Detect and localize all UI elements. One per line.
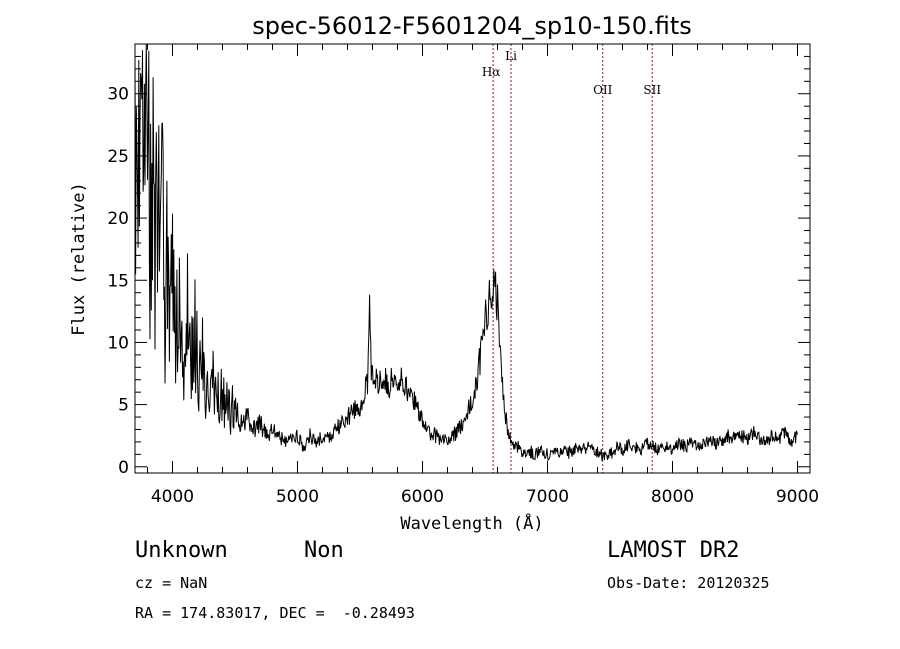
y-tick-label: 25 <box>107 147 129 167</box>
x-tick-label: 9000 <box>776 487 819 507</box>
series-layer <box>134 43 798 462</box>
object-class: Unknown <box>135 538 228 563</box>
coordinates-text: RA = 174.83017, DEC = -0.28493 <box>135 604 415 622</box>
obs-date-text: Obs-Date: 20120325 <box>607 574 770 592</box>
x-tick-label: 7000 <box>526 487 569 507</box>
redshift-text: cz = NaN <box>135 574 208 592</box>
y-tick-label: 10 <box>107 333 129 353</box>
survey-name: LAMOST DR2 <box>607 538 740 563</box>
y-tick-label: 15 <box>107 271 129 291</box>
reference-line-label: OII <box>593 83 613 97</box>
axis-ticks: 4000 5000 6000 7000 8000 9000 0 5 10 15 20 25 30 <box>107 44 819 507</box>
reference-lines: Hα Li OII SII <box>482 44 661 473</box>
chart-title: spec-56012-F5601204_sp10-150.fits <box>252 12 691 40</box>
reference-line-label: Hα <box>482 65 501 79</box>
x-tick-label: 5000 <box>276 487 319 507</box>
object-subclass: Non <box>304 538 344 563</box>
spectrum-line <box>134 43 798 462</box>
x-tick-label: 6000 <box>401 487 444 507</box>
reference-line-label: Li <box>505 49 517 63</box>
y-tick-label: 0 <box>118 458 129 478</box>
y-tick-label: 20 <box>107 209 129 229</box>
y-tick-label: 30 <box>107 85 129 105</box>
x-tick-label: 8000 <box>651 487 694 507</box>
x-tick-label: 4000 <box>151 487 194 507</box>
y-tick-label: 5 <box>118 396 129 416</box>
y-axis-title: Flux (relative) <box>69 182 89 336</box>
x-axis-title: Wavelength (Å) <box>400 512 543 534</box>
reference-line-label: SII <box>643 83 661 97</box>
